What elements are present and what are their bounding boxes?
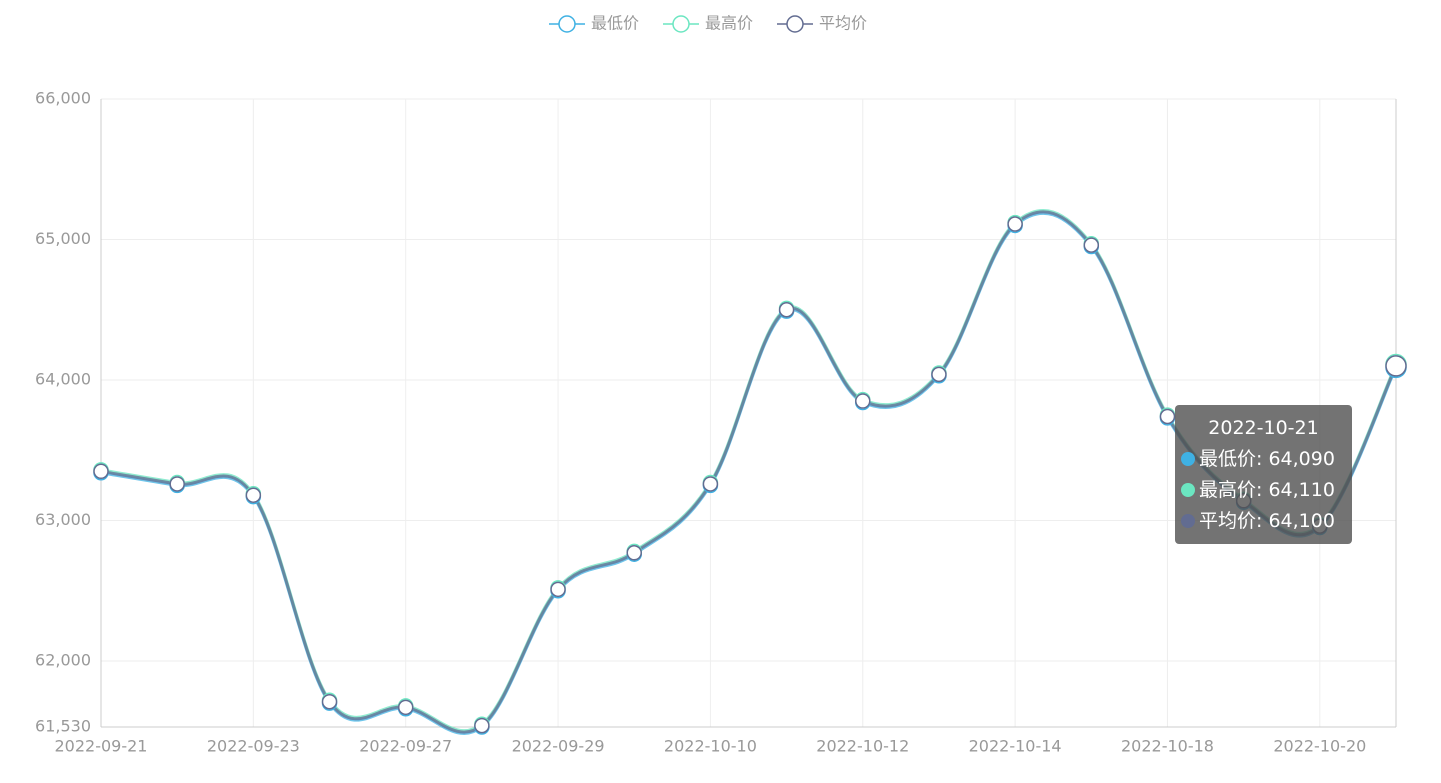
x-tick-label: 2022-10-18 xyxy=(1121,737,1214,756)
point xyxy=(93,463,109,480)
point xyxy=(397,699,414,716)
point xyxy=(1159,408,1176,425)
legend-marker xyxy=(786,15,804,33)
legend-marker xyxy=(672,15,690,33)
point xyxy=(245,487,262,503)
x-tick-label: 2022-10-12 xyxy=(816,737,909,756)
y-tick-label: 64,000 xyxy=(35,369,91,388)
point xyxy=(855,393,871,409)
x-tick-label: 2022-10-14 xyxy=(969,737,1062,756)
point xyxy=(702,476,719,492)
x-tick-label: 2022-09-29 xyxy=(512,737,605,756)
legend-label: 平均价 xyxy=(819,14,867,33)
x-tick-label: 2022-09-27 xyxy=(359,737,452,756)
point xyxy=(1385,355,1407,377)
point xyxy=(321,693,338,710)
tooltip-row: 最高价: 64,110 xyxy=(1181,475,1346,506)
point xyxy=(1007,216,1023,232)
legend-label: 最高价 xyxy=(705,14,753,33)
y-tick-label: 65,000 xyxy=(35,229,91,248)
tooltip-dot xyxy=(1181,483,1195,497)
x-tick-label: 2022-09-23 xyxy=(207,737,300,756)
x-tick-label: 2022-10-10 xyxy=(664,737,757,756)
y-tick-label: 61,530 xyxy=(35,717,91,736)
tooltip-dot xyxy=(1181,452,1195,466)
point xyxy=(626,545,642,561)
legend-marker xyxy=(558,15,576,33)
tooltip-text: 最低价: 64,090 xyxy=(1199,448,1335,470)
point xyxy=(474,717,490,734)
y-tick-label: 63,000 xyxy=(35,510,91,529)
tooltip-row: 平均价: 64,100 xyxy=(1181,506,1346,537)
point xyxy=(550,581,566,598)
tooltip-text: 最高价: 64,110 xyxy=(1199,479,1335,501)
point xyxy=(1083,237,1100,253)
point xyxy=(931,366,947,383)
y-tick-label: 62,000 xyxy=(35,650,91,669)
x-tick-label: 2022-09-21 xyxy=(55,737,148,756)
x-tick-label: 2022-10-20 xyxy=(1273,737,1366,756)
tooltip-title: 2022-10-21 xyxy=(1208,417,1319,439)
y-tick-label: 66,000 xyxy=(35,89,91,108)
tooltip: 2022-10-21 最低价: 64,090 最高价: 64,110 平均价: 64… xyxy=(1175,405,1352,544)
legend-label: 最低价 xyxy=(591,14,639,33)
tooltip-row: 最低价: 64,090 xyxy=(1181,444,1346,475)
tooltip-text: 平均价: 64,100 xyxy=(1199,510,1335,532)
point xyxy=(778,301,795,318)
tooltip-dot xyxy=(1181,514,1195,528)
point xyxy=(169,476,185,492)
